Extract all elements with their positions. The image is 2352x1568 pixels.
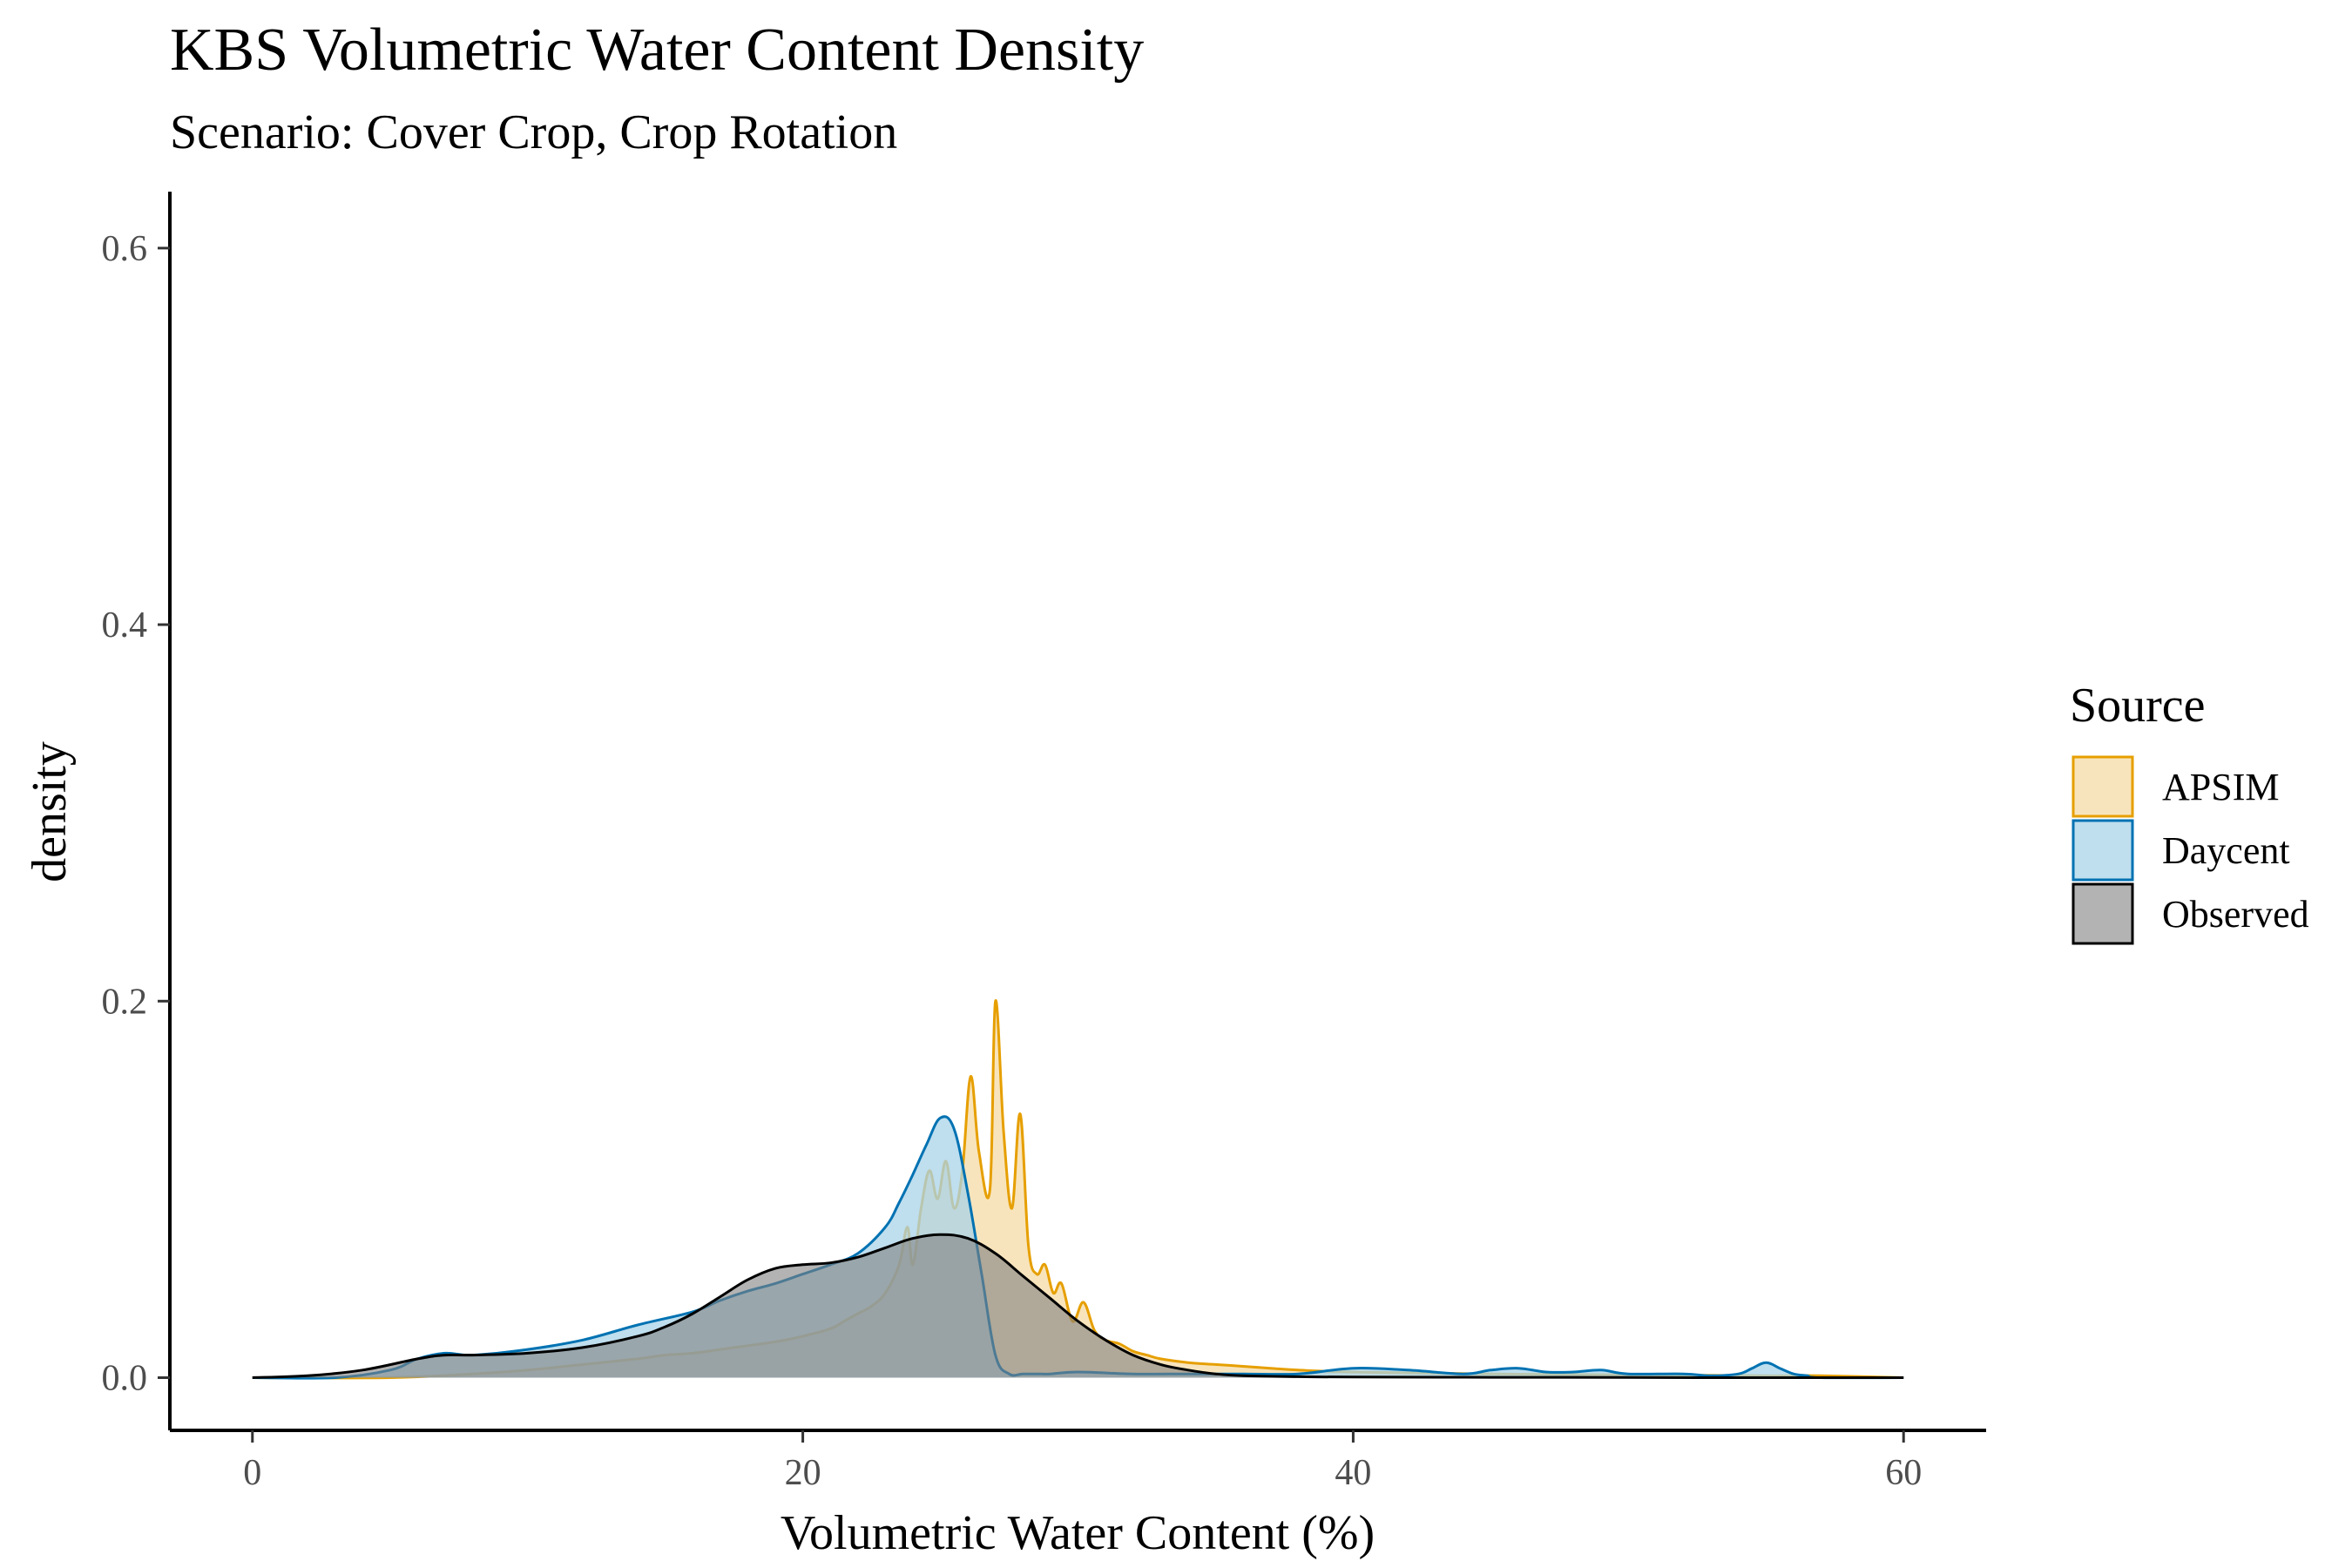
y-tick-label: 0.6 — [102, 229, 148, 269]
axes-group — [168, 192, 1986, 1432]
legend-title: Source — [2070, 679, 2206, 733]
legend-label-daycent: Daycent — [2162, 829, 2290, 872]
legend: Source APSIM Daycent Observed — [2070, 679, 2309, 945]
density-area-observed — [252, 1234, 1904, 1378]
y-tick-label: 0.0 — [102, 1358, 148, 1398]
x-tick-label: 20 — [785, 1453, 821, 1493]
y-axis-label: density — [23, 741, 77, 882]
chart-title: KBS Volumetric Water Content Density — [170, 17, 1144, 84]
y-tick-label: 0.2 — [102, 982, 148, 1022]
legend-label-apsim: APSIM — [2162, 766, 2280, 808]
legend-label-observed: Observed — [2162, 893, 2309, 936]
x-axis-label: Volumetric Water Content (%) — [781, 1506, 1375, 1560]
x-tick-label: 0 — [243, 1453, 261, 1493]
ticks-group: 0 20 40 60 0.0 0.2 0.4 0.6 — [102, 229, 1923, 1493]
y-tick-label: 0.4 — [102, 605, 148, 645]
chart-subtitle: Scenario: Cover Crop, Crop Rotation — [170, 105, 897, 159]
density-series-group — [252, 999, 1904, 1380]
density-line-observed — [252, 1233, 1904, 1380]
x-tick-label: 60 — [1885, 1453, 1922, 1493]
x-tick-label: 40 — [1335, 1453, 1371, 1493]
legend-key-apsim — [2072, 755, 2134, 818]
legend-key-daycent — [2072, 819, 2134, 882]
legend-key-observed — [2072, 882, 2134, 945]
